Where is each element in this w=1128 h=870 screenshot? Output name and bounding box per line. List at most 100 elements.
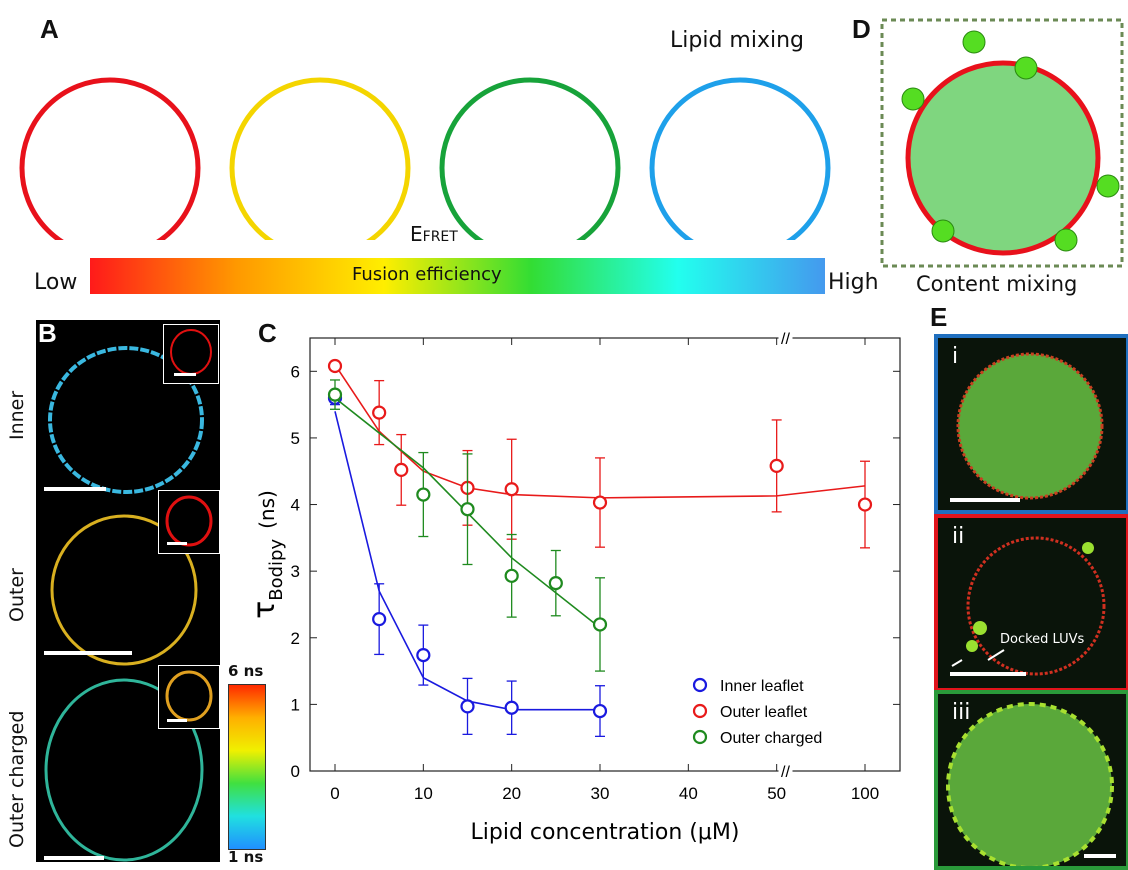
efret-sub: FRET xyxy=(422,229,458,245)
x-tick-label: 20 xyxy=(502,784,521,803)
outer-charged-scalebar xyxy=(44,856,104,860)
docked-vesicles xyxy=(901,30,1120,252)
row-label-outer-charged: Outer charged xyxy=(6,710,28,848)
inner-inset xyxy=(163,324,219,384)
tile-ii-numeral: ii xyxy=(952,524,965,549)
legend-label-2: Outer charged xyxy=(720,730,822,747)
x-break-top: // xyxy=(781,331,790,348)
docked-vesicle-1 xyxy=(1014,56,1038,80)
x-tick-label: 100 xyxy=(851,784,879,803)
inner-micrograph xyxy=(48,346,204,494)
series-1 xyxy=(327,358,873,549)
vesicle-rings xyxy=(19,77,831,240)
y-axis-label: τBodipy(ns) xyxy=(247,490,287,619)
tile-ii: ii Docked LUVs xyxy=(934,514,1128,692)
legend-label-0: Inner leaflet xyxy=(720,678,804,695)
fit-line-0 xyxy=(334,411,600,711)
data-point xyxy=(416,647,431,663)
x-break-bottom-gap xyxy=(778,765,793,777)
legend-marker-1 xyxy=(692,703,708,719)
data-point xyxy=(460,502,475,517)
x-axis-label: Lipid concentration (μM) xyxy=(471,820,740,845)
docked-vesicle-5 xyxy=(1054,228,1078,252)
legend-label-1: Outer leaflet xyxy=(720,704,808,721)
data-point xyxy=(504,568,519,583)
data-point xyxy=(394,462,409,477)
outer-inset xyxy=(158,490,220,554)
tile-iii-numeral: iii xyxy=(952,700,971,725)
ring-yellow xyxy=(229,77,411,240)
fusion-efficiency-bar xyxy=(90,258,825,294)
lipid-mixing-title: Lipid mixing xyxy=(670,28,804,53)
panel-b-letter: B xyxy=(38,318,57,348)
row-label-inner: Inner xyxy=(6,390,28,440)
docked-luvs-label: Docked LUVs xyxy=(1000,632,1085,647)
data-point xyxy=(327,358,343,374)
ring-blue xyxy=(649,77,831,240)
data-point xyxy=(592,617,608,632)
x-tick-label: 50 xyxy=(767,784,786,803)
y-tick-label: 0 xyxy=(291,762,300,781)
data-point xyxy=(857,497,873,512)
data-point xyxy=(504,700,519,715)
inner-scalebar xyxy=(44,487,106,491)
content-mixing-diagram xyxy=(880,18,1124,268)
lifetime-chart: 0 1 2 3 4 5 6 0 10 20 30 40 50 100 // // Inner leaflet Ou… xyxy=(247,331,901,845)
panel-d-letter: D xyxy=(852,14,871,44)
outer-scalebar xyxy=(44,651,132,655)
y-tick-label: 1 xyxy=(291,695,300,714)
lifetime-colorbar xyxy=(228,684,266,850)
x-tick-label: 40 xyxy=(679,784,698,803)
tile-iii: iii xyxy=(934,690,1128,870)
docked-vesicle-4 xyxy=(931,219,955,243)
legend-marker-2 xyxy=(692,729,708,745)
y-tick-label: 5 xyxy=(291,429,300,448)
efret-main: E xyxy=(410,222,423,246)
low-label: Low xyxy=(34,270,78,295)
legend-marker-0 xyxy=(692,677,708,693)
x-tick-label: 10 xyxy=(414,784,433,803)
panel-c-letter: C xyxy=(258,318,277,348)
outer-micrograph xyxy=(50,514,198,666)
data-point xyxy=(548,576,563,591)
efret-label: EFRET xyxy=(410,222,458,246)
panel-a-letter: A xyxy=(40,14,59,44)
docked-vesicle-3 xyxy=(1096,174,1120,198)
high-label: High xyxy=(828,270,879,295)
x-break-top-gap xyxy=(778,332,793,344)
outer-charged-micrograph xyxy=(44,678,204,862)
data-point xyxy=(372,405,387,420)
row-label-outer: Outer xyxy=(6,568,28,622)
data-point xyxy=(327,387,343,402)
plot-frame xyxy=(309,337,901,772)
data-point xyxy=(592,703,608,719)
colorbar-min: 1 ns xyxy=(228,848,264,866)
y-tick-label: 2 xyxy=(291,629,300,648)
series-2 xyxy=(327,379,608,672)
y-tick-label: 4 xyxy=(291,496,300,515)
y-tick-label: 6 xyxy=(291,362,300,381)
vesicle-content xyxy=(905,60,1101,256)
panel-e-letter: E xyxy=(930,302,948,332)
tile-i: i xyxy=(934,334,1128,514)
panel-b-images xyxy=(36,320,220,862)
data-point xyxy=(372,612,387,627)
x-break-bottom: // xyxy=(781,764,790,781)
x-tick-label: 30 xyxy=(591,784,610,803)
tile-i-scalebar xyxy=(950,498,1020,502)
content-mixing-label: Content mixing xyxy=(916,272,1078,296)
data-point xyxy=(769,458,784,474)
ring-red xyxy=(19,77,201,240)
colorbar-max: 6 ns xyxy=(228,662,264,680)
tile-ii-scalebar xyxy=(950,672,1026,676)
ring-green xyxy=(439,77,621,240)
data-point xyxy=(460,699,475,714)
data-point xyxy=(504,482,519,497)
y-tick-label: 3 xyxy=(291,562,300,581)
data-point xyxy=(592,495,608,510)
outer-charged-inset xyxy=(158,665,220,729)
docked-vesicle-0 xyxy=(962,30,986,54)
data-point xyxy=(416,487,431,502)
x-tick-label: 0 xyxy=(330,784,339,803)
docked-vesicle-2 xyxy=(901,87,925,111)
